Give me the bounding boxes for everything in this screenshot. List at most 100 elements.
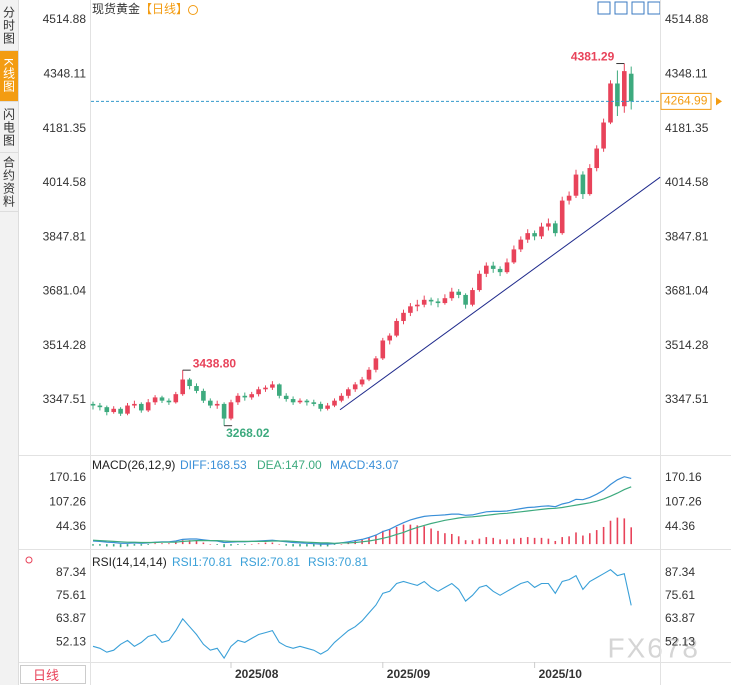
candle-body — [484, 265, 489, 274]
candle-body — [297, 400, 303, 403]
macd-bar — [485, 537, 488, 545]
candle-body — [187, 379, 192, 387]
x-tick-label: 2025/09 — [387, 667, 431, 681]
tool-back[interactable] — [614, 1, 628, 15]
candle-body — [166, 400, 172, 403]
candle-body — [366, 369, 372, 380]
y-tick-label-right: 87.34 — [665, 565, 695, 579]
macd-bar — [285, 544, 287, 546]
rsi-legend: RSI1:70.81 — [172, 555, 232, 569]
y-tick-label-left: 3681.04 — [43, 284, 87, 298]
x-tick-label: 2025/08 — [235, 667, 279, 681]
candle-body — [201, 390, 206, 401]
macd-bar — [437, 530, 439, 545]
macd-bar — [526, 537, 529, 545]
side-tabs: 分时图 K线图 闪电图 合约资料 — [0, 0, 19, 685]
macd-bar — [623, 518, 626, 545]
y-tick-label-right: 4014.58 — [665, 175, 709, 189]
macd-bar — [319, 544, 322, 547]
macd-bar — [299, 544, 301, 547]
high-label: 4381.29 — [571, 50, 615, 64]
last-price-arrow — [716, 97, 722, 106]
candle-body — [401, 312, 406, 321]
y-tick-label-left: 87.34 — [56, 565, 86, 579]
macd-bar — [568, 536, 570, 545]
candle-body — [228, 402, 234, 419]
rsi-legend: RSI3:70.81 — [308, 555, 368, 569]
macd-bar — [478, 538, 481, 545]
macd-bar — [561, 537, 563, 545]
macd-bar — [513, 538, 515, 545]
high-label: 3438.80 — [193, 356, 237, 370]
y-tick-label-left: 52.13 — [56, 634, 86, 648]
candle-body — [318, 403, 323, 409]
macd-legend: DEA:147.00 — [257, 458, 322, 472]
candle-body — [173, 394, 179, 403]
y-tick-label-left: 4514.88 — [43, 12, 87, 26]
macd-bar — [278, 544, 281, 545]
add-icon[interactable] — [188, 5, 198, 15]
macd-bar — [464, 540, 467, 545]
y-tick-label-left: 170.16 — [49, 470, 86, 484]
macd-bar — [547, 538, 550, 545]
candle-body — [553, 223, 558, 234]
y-tick-label-right: 75.61 — [665, 588, 695, 602]
macd-bar — [582, 535, 584, 545]
side-tab[interactable]: 分时图 — [0, 0, 18, 51]
macd-bar — [616, 517, 619, 545]
candle-body — [428, 299, 434, 302]
rsi-line — [92, 569, 632, 660]
candle-body — [518, 239, 524, 250]
macd-bar — [223, 544, 225, 548]
y-tick-label-right: 3347.51 — [665, 392, 709, 406]
y-tick-label-right: 3847.81 — [665, 229, 709, 243]
macd-bar — [609, 520, 612, 545]
macd-bar — [99, 544, 101, 546]
candle-body — [408, 306, 413, 313]
y-tick-label-left: 3347.51 — [43, 392, 87, 406]
side-tab[interactable]: K线图 — [0, 51, 18, 102]
y-tick-label-right: 170.16 — [665, 470, 702, 484]
candle-body — [277, 384, 282, 396]
candle-body — [339, 395, 344, 401]
tool-forward[interactable] — [631, 1, 645, 15]
macd-bar — [423, 526, 425, 545]
macd-bar — [147, 544, 149, 545]
candle-body — [497, 268, 503, 273]
candle-body — [628, 73, 634, 102]
macd-bar — [340, 544, 343, 545]
candle-body — [221, 403, 227, 419]
macd-bar — [451, 533, 453, 545]
macd-bar — [602, 526, 605, 545]
candle-body — [132, 403, 137, 406]
chart-title: 现货黄金 — [92, 1, 140, 16]
candle-body — [332, 400, 337, 406]
side-tab[interactable]: 闪电图 — [0, 102, 18, 153]
candle-body — [421, 299, 427, 305]
tool-zoom[interactable] — [597, 1, 611, 15]
macd-bar — [202, 542, 205, 545]
candle-body — [566, 195, 572, 201]
candle-body — [90, 403, 96, 406]
macd-bar — [395, 526, 398, 545]
macd-bar — [630, 527, 632, 545]
candle-body — [180, 379, 185, 395]
candle-body — [559, 200, 565, 234]
settings-icon[interactable] — [25, 556, 33, 564]
candle-body — [194, 386, 199, 391]
side-tab[interactable]: 合约资料 — [0, 153, 18, 212]
candle-body — [214, 403, 220, 406]
candle-body — [242, 395, 248, 398]
candle-body — [546, 223, 551, 227]
macd-bar — [188, 540, 191, 545]
candle-body — [511, 249, 517, 263]
candle-body — [235, 395, 241, 403]
candle-body — [477, 273, 482, 291]
y-tick-label-left: 4181.35 — [43, 121, 87, 135]
y-tick-label-right: 107.26 — [665, 494, 702, 508]
period-selector[interactable]: 日线 — [20, 665, 86, 684]
macd-bar — [250, 544, 253, 545]
candle-body — [394, 320, 399, 336]
